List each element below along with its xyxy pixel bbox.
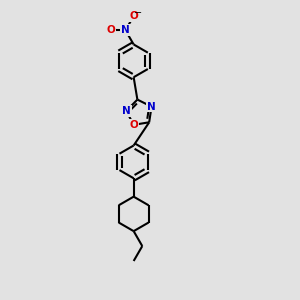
Text: N: N xyxy=(121,25,130,35)
Text: O: O xyxy=(129,120,138,130)
Text: −: − xyxy=(134,8,142,18)
Text: O: O xyxy=(129,11,138,21)
Text: O: O xyxy=(106,25,115,35)
Text: N: N xyxy=(147,102,156,112)
Text: N: N xyxy=(122,106,131,116)
